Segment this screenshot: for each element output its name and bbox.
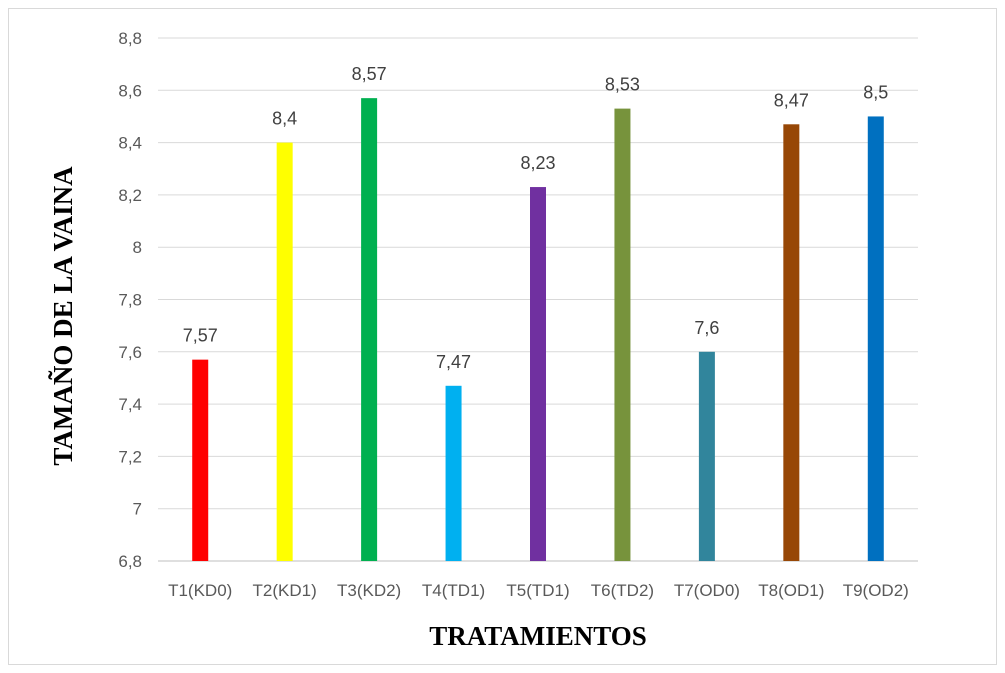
- y-tick-label: 7,4: [118, 395, 142, 414]
- y-tick-label: 6,8: [118, 552, 142, 571]
- x-tick-label: T2(KD1): [253, 581, 317, 600]
- chart-frame: [8, 8, 997, 665]
- bar: [276, 142, 293, 561]
- y-tick-label: 7,6: [118, 343, 142, 362]
- x-tick-label: T7(OD0): [674, 581, 740, 600]
- bar: [445, 385, 462, 561]
- bar: [867, 116, 884, 561]
- bar: [614, 108, 631, 561]
- y-tick-label: 7,8: [118, 291, 142, 310]
- y-tick-label: 7,2: [118, 447, 142, 466]
- bar: [783, 124, 800, 562]
- x-tick-label: T5(TD1): [506, 581, 569, 600]
- y-axis-title: TAMAÑO DE LA VAINA: [48, 166, 78, 466]
- bar: [698, 351, 715, 561]
- data-label: 7,6: [694, 318, 719, 338]
- data-label: 8,47: [774, 90, 809, 110]
- x-tick-label: T8(OD1): [758, 581, 824, 600]
- data-label: 8,4: [272, 109, 297, 129]
- y-tick-label: 8,8: [118, 29, 142, 48]
- bar: [530, 187, 546, 561]
- data-label: 8,23: [520, 153, 555, 173]
- data-label: 8,57: [352, 64, 387, 84]
- x-tick-label: T9(OD2): [843, 581, 909, 600]
- y-tick-label: 7: [133, 500, 142, 519]
- data-label: 8,53: [605, 75, 640, 95]
- x-axis-ticks: T1(KD0) T2(KD1) T3(KD2) T4(TD1) T5(TD1) T6(TD…: [168, 581, 909, 600]
- bars: [192, 98, 884, 562]
- x-tick-label: T6(TD2): [591, 581, 654, 600]
- bar: [192, 359, 209, 561]
- x-tick-label: T3(KD2): [337, 581, 401, 600]
- y-tick-label: 8: [133, 238, 142, 257]
- y-tick-label: 8,2: [118, 186, 142, 205]
- x-tick-label: T1(KD0): [168, 581, 232, 600]
- data-label: 8,5: [863, 82, 888, 102]
- y-axis-ticks: 6,8 7 7,2 7,4 7,6 7,8 8 8,2 8,4 8,6 8,8: [118, 29, 142, 571]
- x-tick-label: T4(TD1): [422, 581, 485, 600]
- data-label: 7,57: [183, 326, 218, 346]
- y-tick-label: 8,4: [118, 134, 142, 153]
- y-tick-label: 8,6: [118, 81, 142, 100]
- data-labels: 7,57 8,4 8,57 7,47 8,23 8,53 7,6 8,47 8,5: [183, 64, 889, 372]
- data-label: 7,47: [436, 352, 471, 372]
- x-axis-title: TRATAMIENTOS: [429, 621, 647, 651]
- bar: [361, 98, 378, 562]
